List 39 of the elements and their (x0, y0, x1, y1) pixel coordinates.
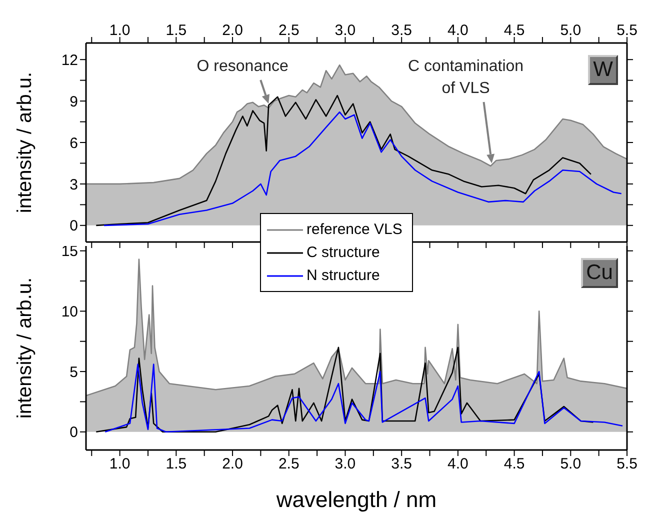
line-series (104, 364, 624, 433)
x-tick-label: 2.5 (278, 456, 300, 473)
y-tick-label: 15 (61, 243, 78, 260)
legend-label: N structure (306, 267, 380, 284)
x-tick-label: 2.5 (278, 22, 300, 39)
y-tick-label: 12 (61, 52, 78, 69)
y-tick-label: 10 (61, 304, 78, 321)
x-tick-label: 4.0 (448, 456, 468, 473)
x-tick-label: 3.5 (391, 456, 412, 473)
legend-label: C structure (306, 244, 380, 261)
x-tick-label: 5.5 (616, 456, 638, 473)
x-tick-label: 5.5 (616, 22, 638, 39)
x-tick-label: 4.5 (504, 22, 525, 39)
y-tick-label: 3 (70, 176, 78, 194)
x-tick-label: 3.5 (391, 22, 412, 39)
x-tick-label: 5.0 (560, 456, 582, 473)
y-tick-label: 0 (70, 424, 78, 442)
x-tick-label: 5.0 (560, 22, 582, 39)
x-tick-label: 1.5 (166, 22, 187, 39)
x-tick-label: 4.5 (504, 456, 525, 473)
annotation: O resonance (196, 58, 288, 75)
x-tick-label: 3.0 (334, 456, 356, 473)
x-tick-label: 3.0 (334, 22, 356, 39)
y-tick-label: 0 (70, 218, 78, 235)
annotation: C contamination of VLS (408, 58, 524, 97)
x-tick-label: 2.0 (222, 22, 243, 39)
y-tick-label: 6 (70, 134, 78, 152)
x-axis-title: wavelength / nm (275, 487, 437, 512)
x-tick-label: 1.0 (109, 456, 130, 473)
y-axis-title: intensity / arb.u. (14, 277, 36, 419)
y-axis-title: intensity / arb.u. (14, 72, 36, 214)
line-series (95, 346, 594, 433)
y-tick-label: 5 (70, 364, 78, 381)
x-tick-label: 2.0 (222, 456, 243, 473)
x-tick-label: 1.5 (166, 456, 187, 473)
x-tick-label: 4.0 (448, 22, 468, 39)
y-tick-label: 9 (70, 93, 78, 110)
x-tick-label: 1.0 (109, 22, 130, 39)
legend-label: reference VLS (306, 221, 402, 238)
